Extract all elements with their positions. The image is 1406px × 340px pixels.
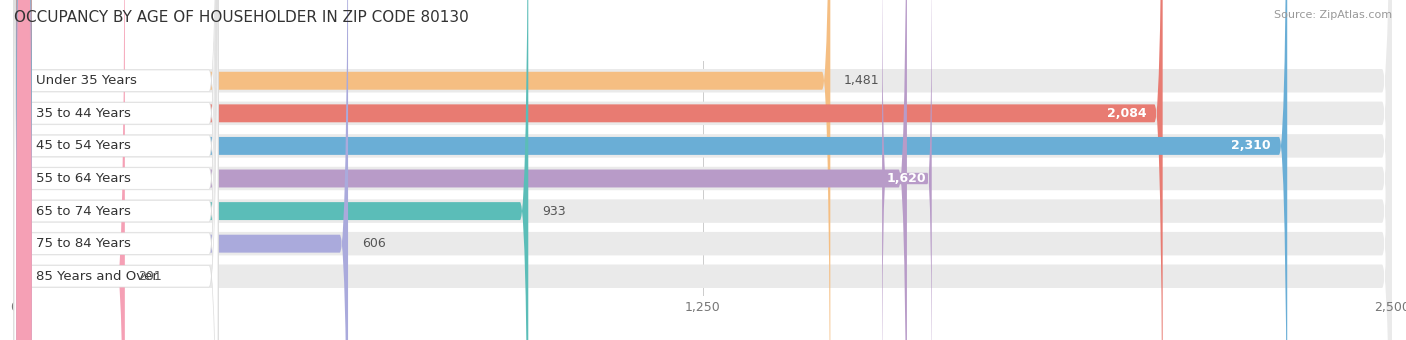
FancyBboxPatch shape: [14, 0, 1392, 340]
FancyBboxPatch shape: [14, 0, 1392, 340]
FancyBboxPatch shape: [14, 0, 218, 340]
FancyBboxPatch shape: [14, 0, 1392, 340]
FancyBboxPatch shape: [14, 0, 218, 340]
Text: 45 to 54 Years: 45 to 54 Years: [37, 139, 131, 152]
Text: 2,310: 2,310: [1232, 139, 1271, 152]
Text: 606: 606: [361, 237, 385, 250]
FancyBboxPatch shape: [14, 0, 529, 340]
FancyBboxPatch shape: [14, 0, 218, 340]
FancyBboxPatch shape: [14, 0, 218, 340]
FancyBboxPatch shape: [14, 0, 1392, 340]
FancyBboxPatch shape: [14, 0, 1392, 340]
Circle shape: [17, 0, 31, 340]
Text: Under 35 Years: Under 35 Years: [37, 74, 136, 87]
Text: 2,084: 2,084: [1107, 107, 1146, 120]
Circle shape: [17, 0, 31, 340]
FancyBboxPatch shape: [14, 0, 1392, 340]
Circle shape: [17, 0, 31, 340]
Text: 1,481: 1,481: [844, 74, 880, 87]
FancyBboxPatch shape: [14, 0, 349, 340]
FancyBboxPatch shape: [14, 0, 218, 340]
Text: 85 Years and Over: 85 Years and Over: [37, 270, 157, 283]
Text: 201: 201: [139, 270, 162, 283]
Circle shape: [17, 0, 31, 340]
FancyBboxPatch shape: [14, 0, 218, 340]
Text: Source: ZipAtlas.com: Source: ZipAtlas.com: [1274, 10, 1392, 20]
FancyBboxPatch shape: [14, 0, 218, 340]
Text: 75 to 84 Years: 75 to 84 Years: [37, 237, 131, 250]
FancyBboxPatch shape: [14, 0, 1163, 340]
FancyBboxPatch shape: [882, 0, 932, 340]
FancyBboxPatch shape: [14, 0, 831, 340]
Text: 65 to 74 Years: 65 to 74 Years: [37, 205, 131, 218]
Text: 1,620: 1,620: [887, 172, 927, 185]
FancyBboxPatch shape: [14, 0, 907, 340]
Circle shape: [17, 0, 31, 340]
Circle shape: [17, 0, 31, 340]
Text: OCCUPANCY BY AGE OF HOUSEHOLDER IN ZIP CODE 80130: OCCUPANCY BY AGE OF HOUSEHOLDER IN ZIP C…: [14, 10, 468, 25]
FancyBboxPatch shape: [14, 0, 125, 340]
Text: 933: 933: [543, 205, 565, 218]
Text: 55 to 64 Years: 55 to 64 Years: [37, 172, 131, 185]
FancyBboxPatch shape: [14, 0, 1288, 340]
Text: 35 to 44 Years: 35 to 44 Years: [37, 107, 131, 120]
Circle shape: [17, 0, 31, 340]
FancyBboxPatch shape: [14, 0, 1392, 340]
